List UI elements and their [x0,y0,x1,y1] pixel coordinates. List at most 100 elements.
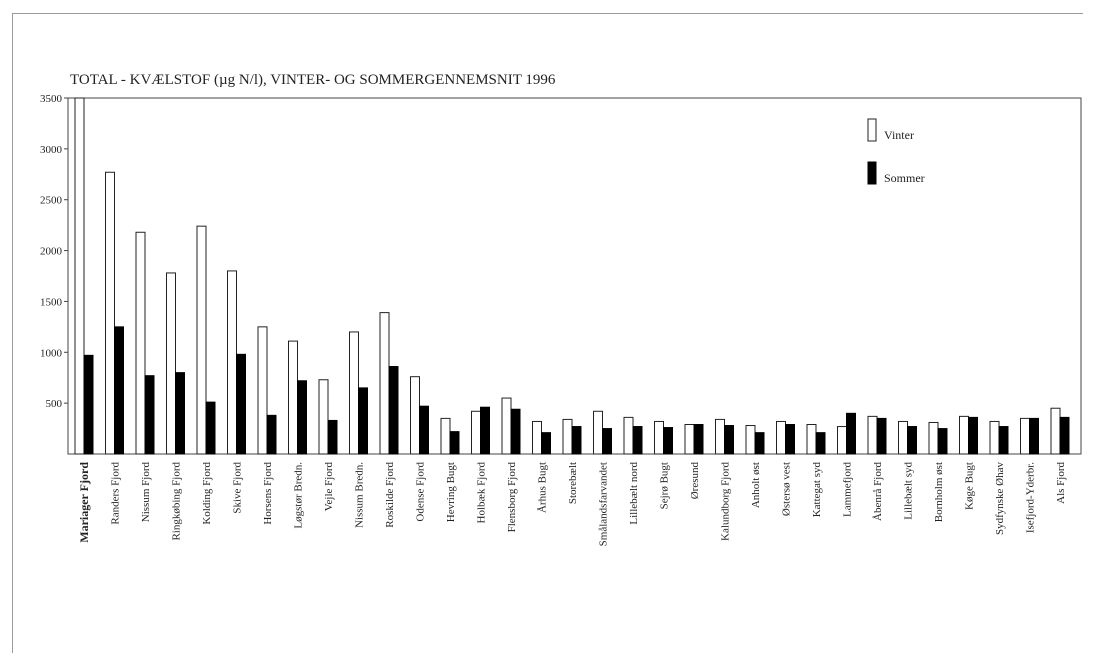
bar-vinter [1020,417,1030,455]
bar-vinter [471,410,481,455]
bar-vinter [288,340,298,455]
chart-title: TOTAL - KVÆLSTOF (µg N/l), VINTER- OG SO… [70,72,556,88]
bar-vinter [257,326,268,455]
y-tick-label: 1000 [40,347,63,359]
bar-sommer [937,428,948,455]
legend-swatch-vinter [867,118,877,142]
legend-label-sommer: Sommer [884,171,925,185]
x-tick-label: Østersø vest [781,462,793,516]
x-tick-label: Randers Fjord [110,462,122,525]
x-tick-label: Hevring Bugt [445,462,457,522]
y-axis: 500 1000 1500 2000 2500 3000 3500 [40,93,68,410]
bar-sommer [388,366,399,455]
bar-sommer [510,408,521,455]
bar-vinter [654,420,664,455]
bar-sommer [236,353,246,455]
x-tick-label: Skive Fjord [232,462,244,514]
bar-sommer [754,432,765,455]
x-axis-labels: Mariager Fjord Randers Fjord Nissum Fjord R… [77,462,1067,547]
x-tick-label: Nissum Bredn. [354,462,366,528]
bar-sommer [571,426,582,455]
bar-sommer [632,426,643,455]
x-tick-label: Roskilde Fjord [384,462,396,528]
y-tick-label: 2000 [40,246,63,258]
x-tick-label: Sydfynske Øhav [994,462,1006,536]
legend-label-vinter: Vinter [884,128,914,142]
bar-vinter [166,272,176,455]
bar-sommer [968,416,978,455]
bar-sommer [541,432,551,455]
plot-area [67,97,1082,455]
x-tick-label: Holbæk Fjord [476,462,488,524]
bar-sommer [846,412,856,455]
x-tick-label: Århus Bugt [537,462,549,513]
bar-vinter [440,417,451,455]
bar-sommer [1059,416,1070,455]
bar-sommer [1029,417,1039,455]
x-tick-label: Kalundborg Fjord [720,462,732,541]
bar-vinter [349,331,359,455]
figure-frame [12,13,1083,653]
bar-vinter [898,420,908,455]
x-tick-label: Sejrø Bugt [659,462,671,509]
bar-sommer [480,406,490,455]
bar-sommer [998,426,1009,455]
x-tick-label: Odense Fjord [415,462,427,522]
bar-sommer [266,414,277,455]
bar-vinter [684,424,695,455]
x-tick-label: Lillebælt syd [903,462,915,520]
bar-sommer [144,375,155,455]
y-tick-label: 3500 [40,93,63,105]
bar-sommer [785,424,795,455]
x-tick-label: Isefjord-Yderbr. [1025,462,1037,533]
bar-sommer [693,424,704,455]
bar-sommer [83,354,94,455]
bar-sommer [876,417,887,455]
y-tick-label: 3000 [40,144,63,156]
x-tick-label: Lillebælt nord [628,462,640,525]
bar-vinter [715,418,725,455]
bar-vinter [745,425,756,455]
bar-sommer [815,432,826,455]
bar-sommer [205,401,216,455]
bar-vinter [959,415,969,455]
x-tick-label: Ringkøbing Fjord [171,462,183,541]
bar-sommer [327,419,338,455]
x-tick-label: Lammefjord [842,462,854,517]
bar-sommer [419,405,429,455]
bar-sommer [663,427,673,455]
x-tick-label: Storebælt [567,462,579,504]
bar-sommer [449,431,460,455]
bar-vinter [532,420,542,455]
x-tick-label: Nissum Fjord [140,462,152,523]
x-tick-label: Åbenrå Fjord [872,462,884,521]
bar-vinter [989,420,1000,455]
bar-vinter [227,270,237,455]
x-tick-label: Flensborg Fjord [506,462,518,533]
x-tick-label: Horsens Fjord [262,462,274,525]
x-tick-label: Mariager Fjord [77,462,91,543]
bar-sommer [358,387,368,455]
bar-vinter [410,376,420,455]
y-tick-label: 500 [46,398,63,410]
x-tick-label: Als Fjord [1055,462,1067,504]
bar-vinter [593,410,603,455]
y-tick-label: 1500 [40,296,63,308]
x-tick-label: Vejle Fjord [323,462,335,512]
x-tick-label: Smålandsfarvandet [598,462,610,546]
bar-vinter [196,225,207,455]
bar-sommer [602,428,612,455]
bar-sommer [114,326,124,455]
legend-swatch-sommer [867,161,877,185]
x-tick-label: Bornholm øst [933,462,945,522]
bar-sommer [175,372,185,455]
bars [74,97,1070,455]
legend: Vinter Sommer [867,118,925,185]
bar-vinter [623,416,634,455]
bar-vinter [928,421,939,455]
bar-vinter [74,97,85,455]
bar-sommer [297,380,307,455]
bar-vinter [837,426,847,455]
bar-sommer [907,426,917,455]
